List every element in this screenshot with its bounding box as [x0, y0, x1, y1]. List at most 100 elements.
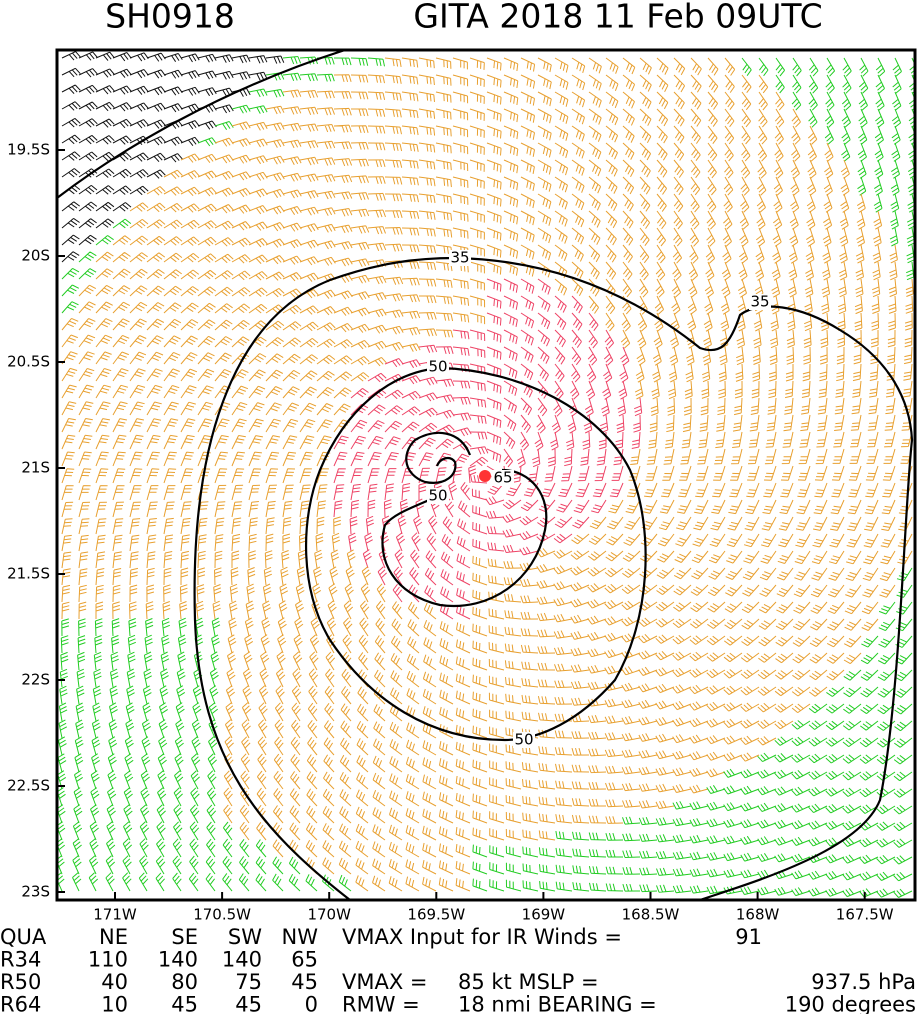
wind-barb — [503, 210, 519, 225]
wind-barb — [112, 118, 132, 129]
wind-barb — [775, 74, 785, 94]
wind-barb — [723, 785, 743, 795]
wind-barb — [536, 548, 556, 558]
wind-barb — [469, 57, 485, 70]
wind-barb — [489, 845, 505, 858]
wind-barb — [197, 137, 217, 147]
wind-barb — [435, 378, 455, 387]
wind-barb — [729, 482, 743, 498]
wind-barb — [146, 551, 156, 569]
wind-barb — [452, 346, 470, 356]
wind-barb — [706, 818, 726, 828]
wind-barb — [605, 816, 624, 824]
wind-barb — [554, 713, 573, 722]
wind-barb — [231, 71, 251, 80]
wind-barb — [351, 108, 369, 117]
wind-barb — [350, 158, 369, 167]
wind-barb — [333, 451, 348, 467]
wind-barb — [888, 295, 897, 314]
wind-barb — [229, 583, 238, 603]
wind-barb — [95, 384, 111, 399]
wind-barb — [555, 763, 573, 773]
wind-barb — [435, 142, 452, 154]
wind-barb — [384, 227, 403, 235]
wind-barb — [538, 830, 556, 841]
wind-barb — [588, 731, 607, 740]
wind-barb — [163, 434, 178, 450]
wind-barb — [180, 86, 200, 96]
wind-barb — [78, 201, 98, 212]
wind-barb — [435, 74, 452, 86]
wind-barb — [350, 307, 370, 317]
wind-barb — [634, 397, 643, 417]
wind-barb — [588, 832, 607, 841]
wind-barb — [422, 825, 437, 841]
wind-barb — [265, 287, 285, 298]
wind-barb — [372, 772, 386, 790]
wind-barb — [129, 119, 149, 129]
wind-barb — [742, 584, 760, 597]
wind-barb — [834, 414, 845, 431]
wind-barb — [112, 384, 129, 399]
wind-barb — [61, 67, 81, 78]
wind-barb — [418, 344, 438, 353]
wind-barb — [827, 618, 845, 631]
wind-barb — [440, 551, 454, 569]
wind-barb — [316, 451, 331, 467]
wind-barb — [129, 169, 149, 179]
wind-barb — [455, 844, 471, 858]
wind-barb — [808, 753, 828, 764]
wind-barb — [740, 752, 760, 762]
wind-barb — [333, 500, 343, 518]
wind-barb — [757, 786, 777, 796]
wind-barb — [124, 736, 134, 756]
wind-barb — [485, 496, 505, 506]
wind-barb — [180, 153, 200, 163]
wind-barb — [825, 74, 835, 94]
wind-barb — [857, 176, 867, 196]
wind-barb — [838, 295, 847, 315]
wind-barb — [856, 210, 866, 230]
wind-barb — [757, 669, 777, 680]
wind-barb — [655, 783, 675, 793]
wind-barb — [145, 601, 154, 620]
wind-barb — [843, 635, 862, 648]
wind-barb — [180, 203, 200, 213]
wind-barb — [211, 617, 221, 637]
wind-barb — [156, 838, 166, 858]
wind-barb — [214, 121, 234, 130]
wind-barb — [857, 159, 867, 179]
wind-barb — [146, 567, 155, 586]
wind-barb — [724, 618, 743, 630]
wind-barb — [180, 335, 198, 348]
wind-barb — [156, 821, 166, 841]
wind-barb — [605, 883, 624, 892]
wind-barb — [180, 319, 199, 331]
wind-barb — [833, 431, 845, 448]
wind-barb — [687, 295, 697, 315]
wind-barb — [706, 668, 726, 679]
wind-barb — [409, 567, 420, 586]
wind-barb — [570, 566, 590, 576]
table-cell: 110 — [88, 948, 128, 972]
wind-barb — [324, 685, 335, 705]
wind-barb — [78, 84, 98, 95]
wind-barb — [423, 654, 437, 671]
wind-barb — [672, 244, 683, 264]
wind-barb — [180, 236, 200, 246]
x-tick-label: 168W — [736, 906, 780, 924]
wind-barb — [879, 567, 896, 582]
wind-barb — [759, 584, 777, 597]
wind-barb — [189, 855, 199, 875]
y-tick-label: 21S — [21, 459, 50, 477]
wind-barb — [384, 358, 404, 368]
wind-barb — [588, 865, 607, 875]
wind-barb — [537, 193, 552, 209]
wind-barb — [418, 91, 435, 102]
wind-barb — [350, 175, 369, 184]
wind-barb — [486, 346, 502, 360]
wind-barb — [520, 295, 535, 311]
wind-barb — [360, 583, 371, 603]
wind-barb — [89, 855, 99, 875]
wind-barb — [214, 204, 234, 214]
